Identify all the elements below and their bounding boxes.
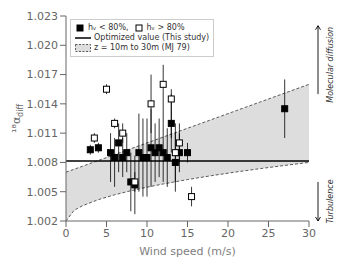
- svg-text:20: 20: [221, 227, 235, 240]
- svg-text:15: 15: [181, 227, 195, 240]
- svg-text:1.017: 1.017: [27, 68, 59, 81]
- html-text:Optimized value (This study): Optimized value (This study): [94, 33, 210, 42]
- svg-text:1.011: 1.011: [27, 127, 59, 140]
- svg-text:10: 10: [140, 227, 154, 240]
- svg-text:1.014: 1.014: [27, 98, 59, 111]
- svg-text:1.005: 1.005: [27, 186, 59, 199]
- svg-text:¹⁸αdiff: ¹⁸αdiff: [10, 104, 25, 133]
- html-text:hᵥ < 80%,: hᵥ < 80%,: [88, 23, 129, 32]
- svg-text:1.008: 1.008: [27, 156, 59, 169]
- svg-text:1.023: 1.023: [27, 10, 59, 23]
- svg-text:25: 25: [262, 227, 276, 240]
- svg-text:1.020: 1.020: [27, 39, 59, 52]
- svg-text:30: 30: [302, 227, 316, 240]
- svg-text:Turbulence: Turbulence: [327, 179, 336, 223]
- svg-text:Wind speed (m/s): Wind speed (m/s): [139, 245, 236, 258]
- html-text:hᵥ > 80%: hᵥ > 80%: [146, 23, 185, 32]
- svg-text:Molecular diffusion: Molecular diffusion: [327, 27, 336, 103]
- svg-text:5: 5: [103, 227, 110, 240]
- svg-text:1.002: 1.002: [27, 215, 59, 228]
- svg-text:0: 0: [63, 227, 70, 240]
- html-text:z = 10m to 30m (MJ 79): z = 10m to 30m (MJ 79): [94, 43, 190, 52]
